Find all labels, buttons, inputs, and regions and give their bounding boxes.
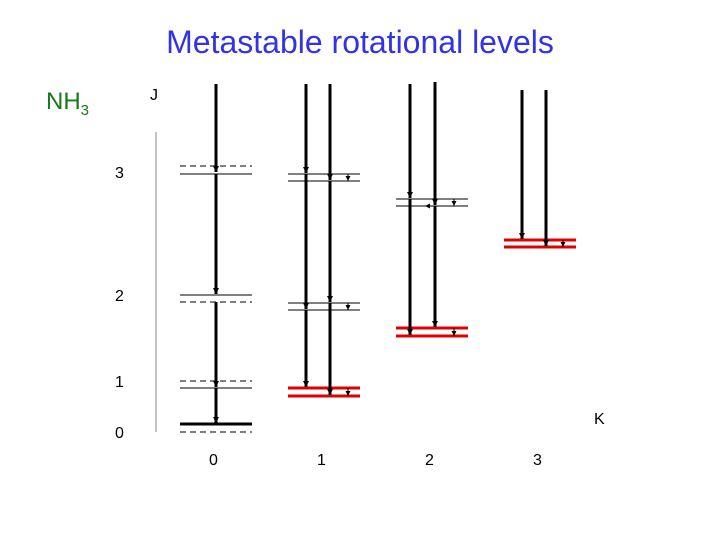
k-axis-label: K	[594, 411, 605, 428]
molecule-label: NH3	[46, 88, 89, 119]
molecule-base: NH	[46, 88, 81, 115]
column-k1	[288, 84, 360, 398]
page-title: Metastable rotational levels	[166, 24, 554, 60]
k-tick-0: 0	[209, 452, 218, 469]
column-k2	[396, 82, 468, 338]
k-tick-2: 2	[425, 452, 434, 469]
j-tick-0: 0	[115, 425, 124, 442]
molecule-subscript: 3	[80, 101, 90, 119]
j-axis-label: J	[150, 87, 158, 104]
column-k0	[180, 84, 252, 433]
k-tick-1: 1	[317, 452, 326, 469]
j-tick-3: 3	[115, 165, 124, 182]
k-tick-3: 3	[533, 452, 542, 469]
j-tick-2: 2	[115, 288, 124, 305]
column-k3	[504, 90, 576, 249]
j-tick-1: 1	[115, 374, 124, 391]
